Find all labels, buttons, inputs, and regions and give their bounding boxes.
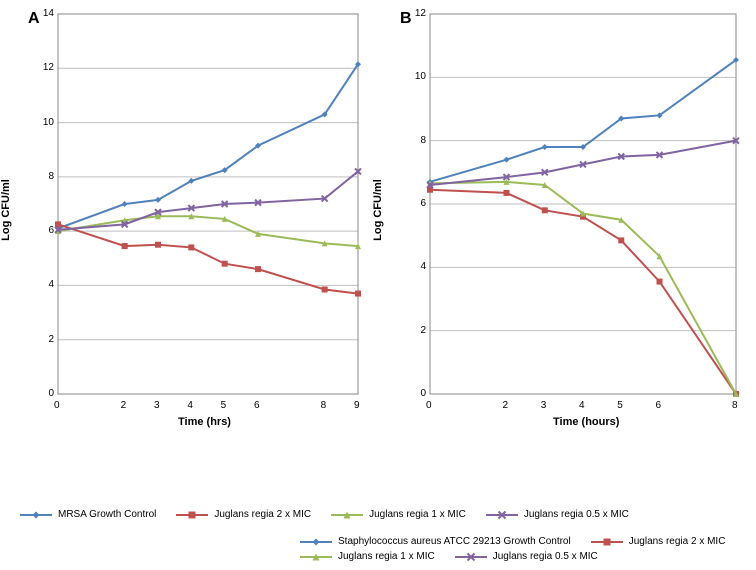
x-tick: 2 — [503, 400, 509, 411]
x-tick: 6 — [254, 400, 260, 411]
legend-label: Juglans regia 2 x MIC — [629, 536, 726, 547]
plot-svg — [0, 0, 378, 440]
legend-item: Staphylococcus aureus ATCC 29213 Growth … — [300, 536, 571, 547]
legend-item: Juglans regia 0.5 x MIC — [486, 509, 629, 520]
x-tick: 5 — [617, 400, 623, 411]
x-tick: 4 — [187, 400, 193, 411]
y-tick: 12 — [43, 62, 54, 73]
y-tick: 2 — [48, 334, 54, 345]
x-tick: 2 — [121, 400, 127, 411]
x-tick: 0 — [54, 400, 60, 411]
legend-a: MRSA Growth Control Juglans regia 2 x MIC… — [0, 501, 756, 528]
legend-label: MRSA Growth Control — [58, 509, 156, 520]
legend-b: Staphylococcus aureus ATCC 29213 Growth … — [0, 528, 756, 570]
x-tick: 3 — [541, 400, 547, 411]
legend-label: Staphylococcus aureus ATCC 29213 Growth … — [338, 536, 571, 547]
y-tick: 10 — [415, 71, 426, 82]
charts-row: ALog CFU/mlTime (hrs)0246810121402345689… — [0, 0, 756, 501]
y-tick: 0 — [420, 388, 426, 399]
y-tick: 10 — [43, 117, 54, 128]
legend-label: Juglans regia 0.5 x MIC — [493, 551, 598, 562]
legend-item: Juglans regia 2 x MIC — [591, 536, 726, 547]
x-tick: 5 — [221, 400, 227, 411]
panel-a: ALog CFU/mlTime (hrs)0246810121402345689 — [0, 0, 378, 501]
y-tick: 4 — [48, 279, 54, 290]
x-tick: 8 — [321, 400, 327, 411]
y-tick: 14 — [43, 8, 54, 19]
legend-item: Juglans regia 0.5 x MIC — [455, 551, 598, 562]
x-tick: 6 — [656, 400, 662, 411]
y-tick: 4 — [420, 261, 426, 272]
y-tick: 12 — [415, 8, 426, 19]
legend-item: Juglans regia 1 x MIC — [300, 551, 435, 562]
legend-item: MRSA Growth Control — [20, 509, 156, 520]
legend-label: Juglans regia 1 x MIC — [369, 509, 466, 520]
y-tick: 8 — [48, 171, 54, 182]
plot-svg — [378, 0, 756, 440]
x-tick: 9 — [354, 400, 360, 411]
y-tick: 6 — [420, 198, 426, 209]
y-tick: 8 — [420, 135, 426, 146]
x-tick: 4 — [579, 400, 585, 411]
legend-label: Juglans regia 0.5 x MIC — [524, 509, 629, 520]
legend-item: Juglans regia 1 x MIC — [331, 509, 466, 520]
y-tick: 2 — [420, 325, 426, 336]
panel-b: BLog CFU/mlTime (hours)0246810120234568 — [378, 0, 756, 501]
legend-label: Juglans regia 2 x MIC — [214, 509, 311, 520]
legend-item: Juglans regia 2 x MIC — [176, 509, 311, 520]
y-tick: 0 — [48, 388, 54, 399]
legend-label: Juglans regia 1 x MIC — [338, 551, 435, 562]
figure: ALog CFU/mlTime (hrs)0246810121402345689… — [0, 0, 756, 570]
x-tick: 8 — [732, 400, 738, 411]
y-tick: 6 — [48, 225, 54, 236]
x-tick: 3 — [154, 400, 160, 411]
x-tick: 0 — [426, 400, 432, 411]
